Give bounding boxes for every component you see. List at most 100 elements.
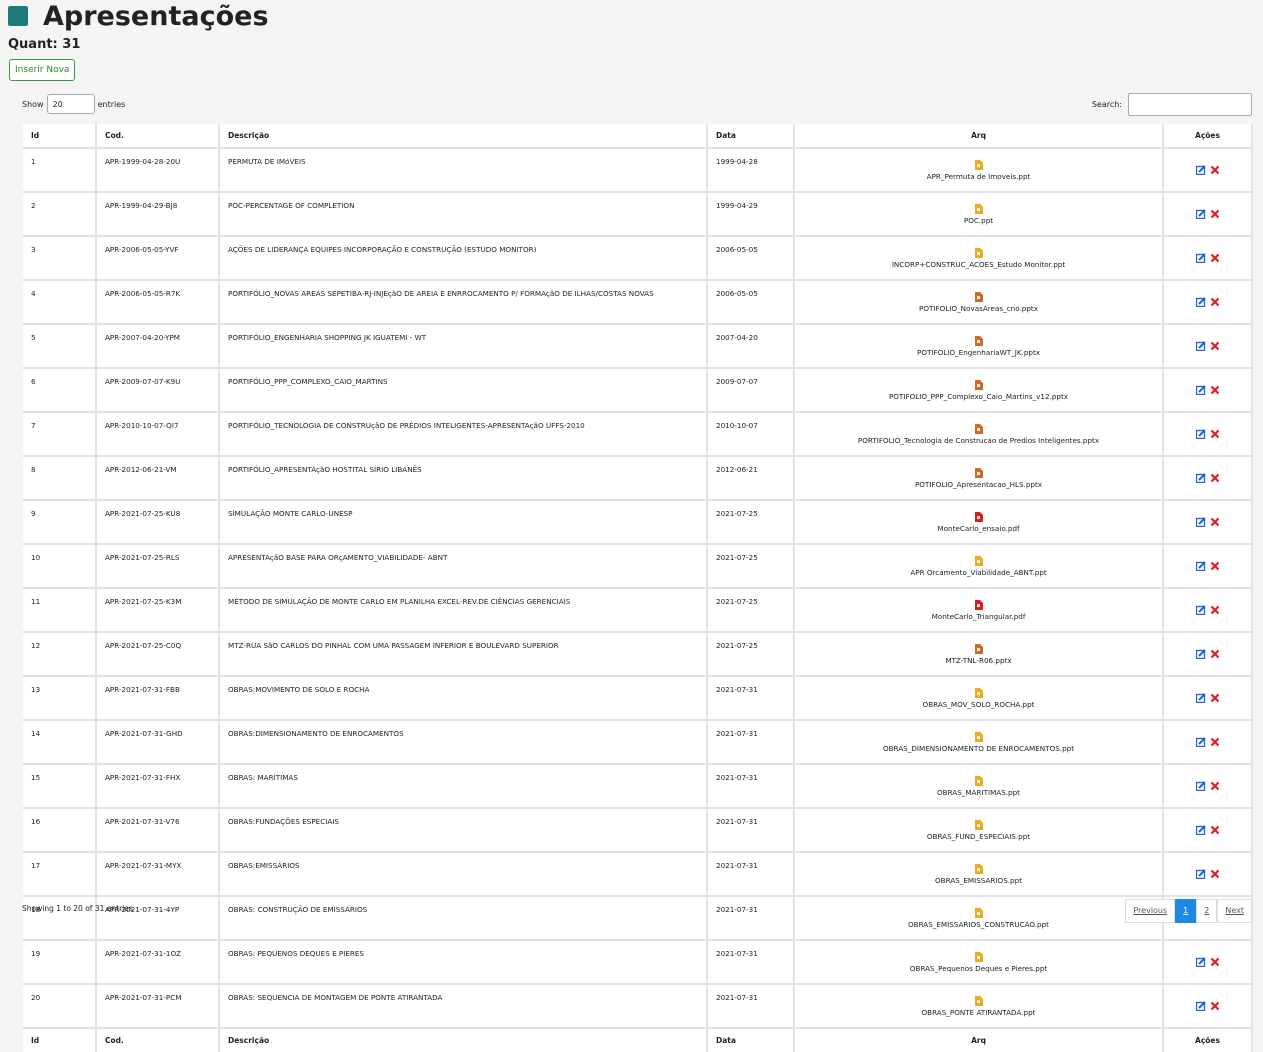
cell: SIMULAÇÃO MONTE CARLO-UNESP: [219, 500, 708, 545]
delete-icon[interactable]: [1210, 517, 1220, 527]
file-name[interactable]: POTIFOLIO_PPP_Complexo_Caio_Martins_v12.…: [888, 391, 1069, 401]
file-name[interactable]: MonteCarlo_Triangular.pdf: [931, 611, 1026, 621]
page-link[interactable]: Previous: [1125, 899, 1176, 923]
delete-icon[interactable]: [1210, 341, 1220, 351]
search-input[interactable]: [1128, 92, 1252, 116]
delete-icon[interactable]: [1210, 737, 1220, 747]
edit-icon[interactable]: [1195, 957, 1206, 968]
file-name[interactable]: APR_Permuta de Imoveis.ppt: [926, 171, 1031, 181]
edit-icon[interactable]: [1195, 1001, 1206, 1012]
edit-icon[interactable]: [1195, 605, 1206, 616]
edit-icon[interactable]: [1195, 649, 1206, 660]
file-icon: [974, 159, 983, 170]
edit-icon[interactable]: [1195, 429, 1206, 440]
cell: 20: [23, 984, 97, 1029]
file-name[interactable]: APR Orcamento_Viabilidade_ABNT.ppt: [910, 567, 1047, 577]
file-name[interactable]: MonteCarlo_ensaio.pdf: [937, 523, 1020, 533]
table-row: 6 APR-2009-07-07-K9U PORTIFÓLIO_PPP_COMPLE…: [23, 368, 1253, 413]
file-name[interactable]: POTIFOLIO_Apresentacao_HLS.pptx: [914, 479, 1043, 489]
delete-icon[interactable]: [1210, 781, 1220, 791]
column-header[interactable]: Data: [707, 124, 795, 149]
edit-icon[interactable]: [1195, 209, 1206, 220]
edit-icon[interactable]: [1195, 165, 1206, 176]
cell: PORTIFÓLIO_APRESENTAçãO HOSTITAL SÍRIO L…: [219, 456, 708, 501]
edit-icon[interactable]: [1195, 297, 1206, 308]
cell: POC-PERCENTAGE OF COMPLETION: [219, 192, 708, 237]
file-name[interactable]: PORTIFOLIO_Tecnologia de Construcao de P…: [857, 435, 1100, 445]
delete-icon[interactable]: [1210, 957, 1220, 967]
actions-cell: [1163, 808, 1253, 853]
column-header[interactable]: Cod.: [96, 124, 220, 149]
file-icon-wrap: [795, 555, 1162, 568]
file-name[interactable]: OBRAS_Pequenos Deques e Pieres.ppt: [909, 963, 1048, 973]
delete-icon[interactable]: [1210, 869, 1220, 879]
delete-icon[interactable]: [1210, 605, 1220, 615]
page-link[interactable]: 1: [1175, 899, 1197, 923]
delete-icon[interactable]: [1210, 297, 1220, 307]
edit-icon[interactable]: [1195, 825, 1206, 836]
table-row: 14 APR-2021-07-31-GHD OBRAS:DIMENSIONAMENT…: [23, 720, 1253, 765]
edit-icon[interactable]: [1195, 869, 1206, 880]
delete-icon[interactable]: [1210, 825, 1220, 835]
edit-icon[interactable]: [1195, 693, 1206, 704]
file-name[interactable]: OBRAS_FUND_ESPECIAIS.ppt: [926, 831, 1031, 841]
file-name[interactable]: OBRAS_PONTE ATIRANTADA.ppt: [921, 1007, 1036, 1017]
edit-icon[interactable]: [1195, 517, 1206, 528]
entries-label: entries: [97, 99, 126, 109]
file-name[interactable]: OBRAS_EMISSARIOS_CONSTRUCAO.ppt: [908, 919, 1049, 929]
cell: 2021-07-31: [707, 808, 795, 853]
file-name[interactable]: OBRAS_DIMENSIONAMENTO DE ENROCAMENTOS.pp…: [882, 743, 1075, 753]
cell: 2021-07-31: [707, 940, 795, 985]
page-link[interactable]: 2: [1196, 899, 1218, 923]
edit-icon[interactable]: [1195, 385, 1206, 396]
delete-icon[interactable]: [1210, 649, 1220, 659]
column-header[interactable]: Id: [23, 124, 97, 149]
table-row: 16 APR-2021-07-31-V76 OBRAS:FUNDAÇÕES ESPE…: [23, 808, 1253, 853]
column-header[interactable]: Ações: [1163, 124, 1253, 149]
cell: 2009-07-07: [707, 368, 795, 413]
actions-cell: [1163, 280, 1253, 325]
file-name[interactable]: OBRAS_MARITIMAS.ppt: [936, 787, 1020, 797]
table-row: 5 APR-2007-04-20-YPM PORTIFÓLIO_ENGENHARIA…: [23, 324, 1253, 369]
column-header[interactable]: Arq: [794, 124, 1164, 149]
logo: [8, 6, 28, 26]
edit-icon[interactable]: [1195, 737, 1206, 748]
file-icon: [974, 951, 983, 962]
file-cell: MTZ-TNL-R06.pptx: [794, 632, 1164, 677]
column-footer: Cod.: [96, 1028, 220, 1052]
file-name[interactable]: POTIFOLIO_NovasAreas_cno.pptx: [919, 303, 1038, 313]
file-name[interactable]: OBRAS_MOV_SOLO_ROCHA.ppt: [922, 699, 1035, 709]
length-select[interactable]: 20: [46, 94, 95, 114]
edit-icon[interactable]: [1195, 781, 1206, 792]
cell: APR-1999-04-29-BJ8: [96, 192, 220, 237]
delete-icon[interactable]: [1210, 473, 1220, 483]
file-icon-wrap: [795, 599, 1162, 612]
edit-icon[interactable]: [1195, 561, 1206, 572]
delete-icon[interactable]: [1210, 693, 1220, 703]
file-name[interactable]: OBRAS_EMISSARIOS.ppt: [935, 875, 1022, 885]
delete-icon[interactable]: [1210, 385, 1220, 395]
delete-icon[interactable]: [1210, 253, 1220, 263]
cell: APR-2021-07-31-1OZ: [96, 940, 220, 985]
cell: OBRAS: CONSTRUÇÃO DE EMISSÁRIOS: [219, 896, 708, 941]
delete-icon[interactable]: [1210, 209, 1220, 219]
edit-icon[interactable]: [1195, 253, 1206, 264]
file-cell: PORTIFOLIO_Tecnologia de Construcao de P…: [794, 412, 1164, 457]
page-link[interactable]: Next: [1217, 899, 1252, 923]
delete-icon[interactable]: [1210, 1001, 1220, 1011]
file-cell: POTIFOLIO_PPP_Complexo_Caio_Martins_v12.…: [794, 368, 1164, 413]
delete-icon[interactable]: [1210, 429, 1220, 439]
cell: 3: [23, 236, 97, 281]
file-name[interactable]: MTZ-TNL-R06.pptx: [945, 655, 1012, 665]
edit-icon[interactable]: [1195, 473, 1206, 484]
delete-icon[interactable]: [1210, 165, 1220, 175]
file-name[interactable]: POC.ppt: [963, 215, 994, 225]
file-icon-wrap: [795, 907, 1162, 920]
file-name[interactable]: INCORP+CONSTRUC_ACOES_Estudo Monitor.ppt: [891, 259, 1066, 269]
column-header[interactable]: Descrição: [219, 124, 708, 149]
edit-icon[interactable]: [1195, 341, 1206, 352]
file-name[interactable]: POTIFOLIO_EngenhariaWT_JK.pptx: [916, 347, 1041, 357]
delete-icon[interactable]: [1210, 561, 1220, 571]
file-cell: OBRAS_Pequenos Deques e Pieres.ppt: [794, 940, 1164, 985]
insert-button[interactable]: Inserir Nova: [9, 59, 76, 81]
